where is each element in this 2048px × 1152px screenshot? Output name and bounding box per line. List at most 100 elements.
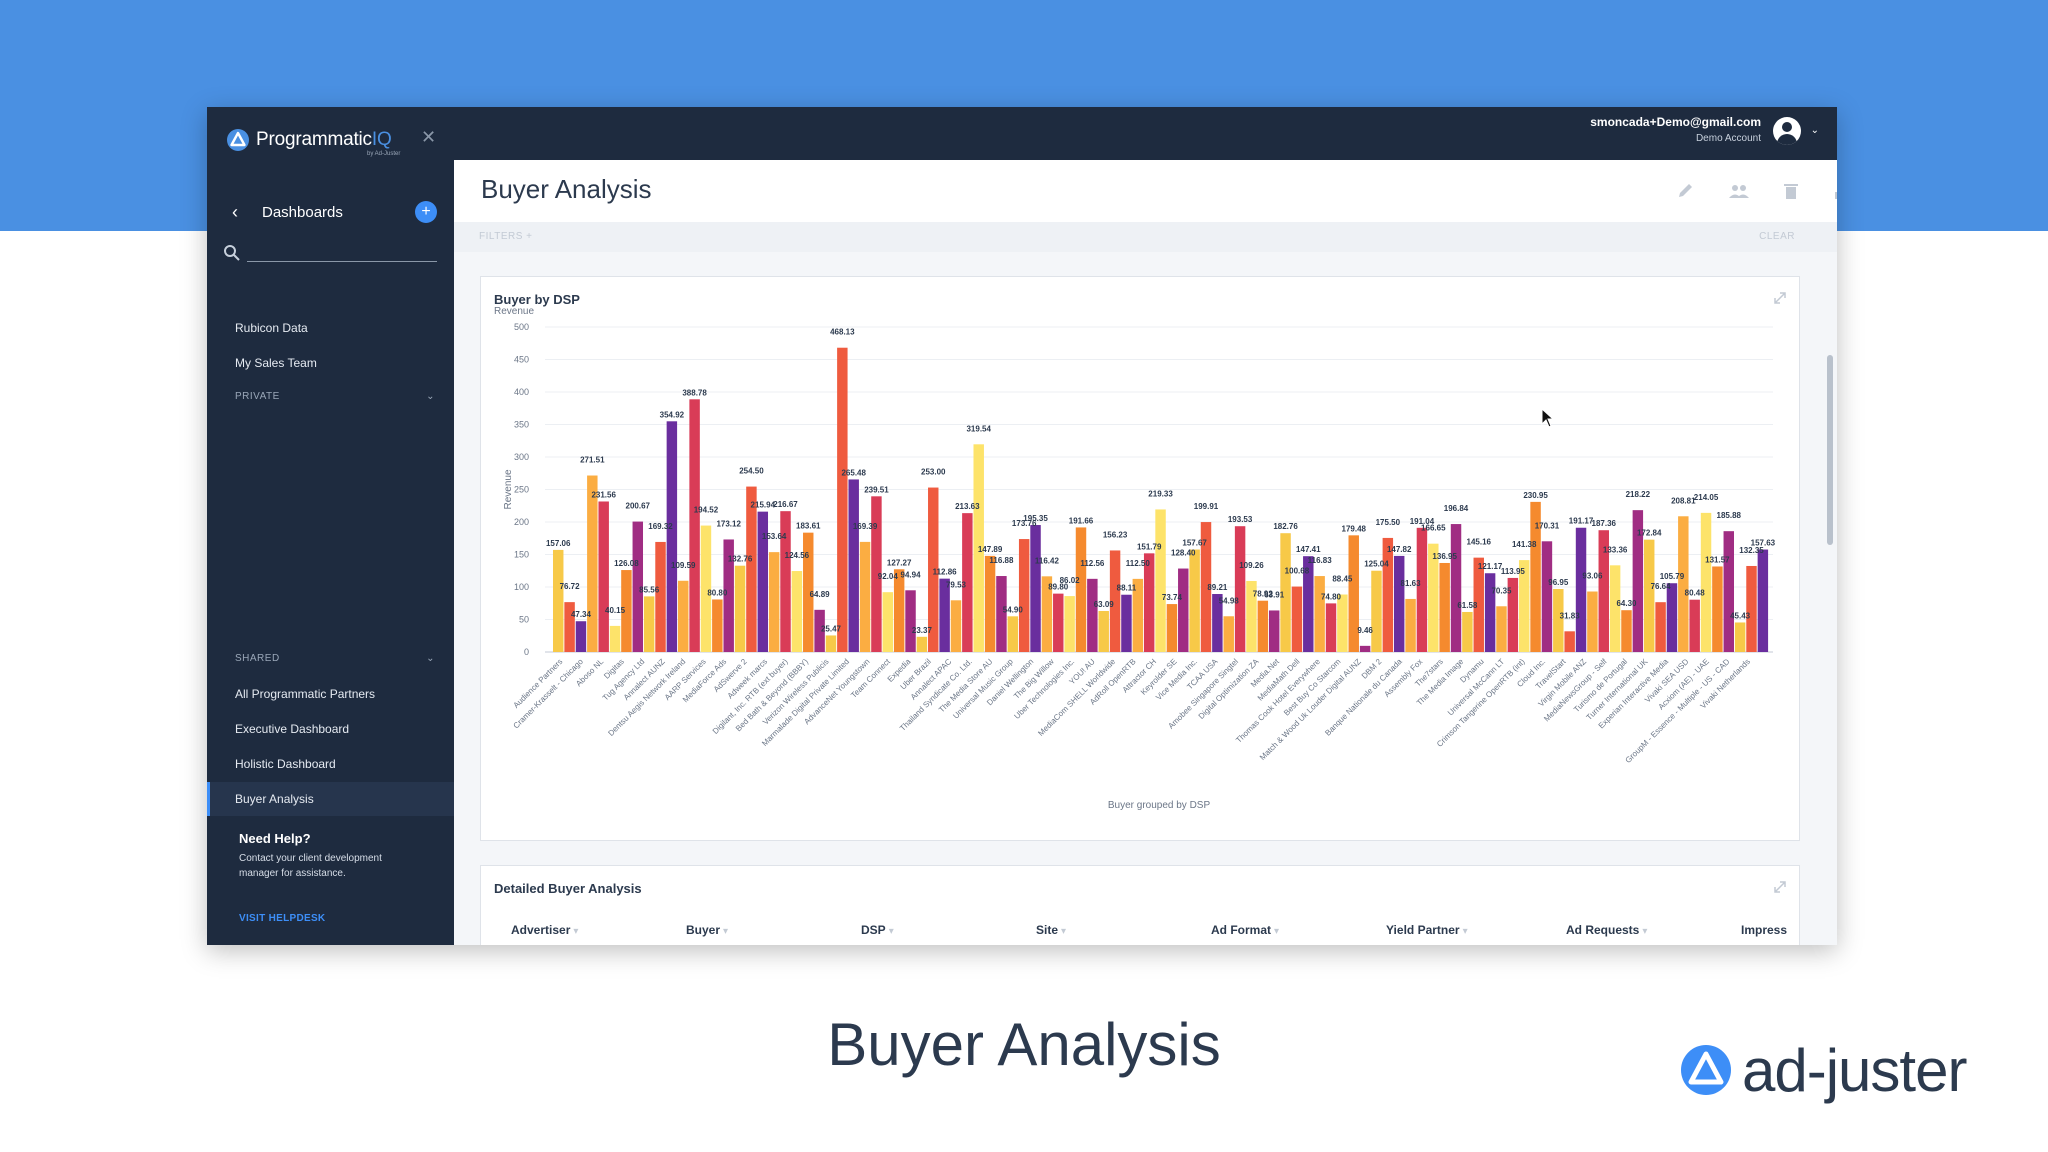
bar (1121, 594, 1132, 652)
sidebar-item-rubicon-data[interactable]: Rubicon Data (235, 321, 308, 335)
sidebar-item-all-programmatic-partners[interactable]: All Programmatic Partners (235, 687, 376, 701)
data-label: 93.06 (1582, 572, 1603, 581)
delete-trash-icon[interactable] (1777, 177, 1805, 205)
column-header-ad-requests[interactable]: Ad Requests ▾ (1566, 923, 1647, 937)
mouse-cursor-icon (1541, 408, 1555, 428)
sort-icon[interactable]: ▾ (1462, 926, 1468, 937)
bar (1609, 565, 1621, 652)
bar (587, 475, 598, 652)
chevron-down-icon[interactable]: ⌄ (1810, 125, 1819, 136)
visit-helpdesk-link[interactable]: VISIT HELPDESK (239, 913, 326, 924)
sort-icon[interactable]: ▾ (888, 926, 894, 937)
data-label: 265.48 (841, 468, 866, 477)
data-label: 208.81 (1671, 496, 1696, 505)
sidebar-item-buyer-analysis[interactable]: Buyer Analysis (207, 782, 454, 816)
filters-button[interactable]: FILTERS + (479, 231, 533, 242)
bar (1087, 578, 1098, 652)
bar (643, 596, 655, 652)
help-title: Need Help? (239, 831, 311, 846)
data-label: 64.30 (1616, 599, 1637, 608)
bar (1598, 530, 1609, 652)
bar (1496, 606, 1507, 652)
bar (791, 571, 803, 652)
data-label: 388.78 (682, 388, 707, 397)
data-label: 187.36 (1592, 519, 1617, 528)
sidebar-item-holistic-dashboard[interactable]: Holistic Dashboard (235, 757, 336, 771)
data-label: 216.67 (773, 500, 798, 509)
data-label: 121.17 (1478, 562, 1503, 571)
column-header-yield-partner[interactable]: Yield Partner ▾ (1386, 923, 1468, 937)
bar (882, 592, 894, 652)
sort-icon[interactable]: ▾ (723, 926, 729, 937)
private-section-header[interactable]: PRIVATE ⌄ (235, 391, 435, 402)
logo-name: Programmatic (256, 129, 372, 150)
top-bar: smoncada+Demo@gmail.com Demo Account ⌄ (454, 107, 1837, 160)
expand-icon[interactable] (1773, 880, 1787, 894)
chevron-down-icon[interactable]: ⌄ (426, 391, 435, 402)
data-label: 200.67 (626, 502, 651, 511)
sidebar-item-my-sales-team[interactable]: My Sales Team (235, 356, 317, 370)
sidebar-item-executive-dashboard[interactable]: Executive Dashboard (235, 722, 350, 736)
add-dashboard-button[interactable]: + (415, 201, 437, 223)
bar (666, 421, 678, 652)
data-label: 185.88 (1717, 511, 1742, 520)
close-sidebar-icon[interactable]: ✕ (421, 127, 437, 147)
data-label: 40.15 (605, 606, 626, 615)
data-label: 113.95 (1501, 567, 1526, 576)
bar (814, 609, 825, 652)
column-header-advertiser[interactable]: Advertiser ▾ (511, 923, 578, 937)
add-filter-icon[interactable]: + (526, 231, 533, 242)
bar (1746, 565, 1757, 652)
chevron-down-icon[interactable]: ⌄ (426, 653, 435, 664)
bar (553, 549, 564, 652)
fullscreen-icon[interactable] (1829, 177, 1837, 205)
filters-label: FILTERS (479, 231, 523, 242)
data-label: 109.26 (1239, 561, 1264, 570)
bar (905, 590, 916, 652)
column-header-ad-format[interactable]: Ad Format ▾ (1211, 923, 1279, 937)
avatar[interactable] (1773, 117, 1801, 145)
data-label: 105.79 (1660, 572, 1685, 581)
bar (1507, 577, 1519, 652)
sort-icon[interactable]: ▾ (573, 926, 579, 937)
sort-icon[interactable]: ▾ (1642, 926, 1648, 937)
bar (1575, 527, 1587, 652)
column-header-label: Impress (1741, 923, 1788, 937)
data-label: 132.76 (728, 555, 753, 564)
bar (1359, 645, 1371, 652)
sort-icon[interactable]: ▾ (1061, 926, 1067, 937)
search-input[interactable] (247, 261, 437, 262)
sort-icon[interactable]: ▾ (1274, 926, 1280, 937)
data-label: 86.02 (1060, 576, 1081, 585)
bar (1234, 526, 1246, 652)
shared-section-header[interactable]: SHARED ⌄ (235, 653, 435, 664)
bar (1325, 603, 1337, 652)
scrollbar[interactable] (1827, 355, 1833, 545)
data-label: 100.68 (1285, 567, 1310, 576)
bar (1212, 594, 1223, 652)
logo[interactable]: ProgrammaticIQ (226, 127, 392, 153)
bar (689, 399, 700, 652)
data-label: 70.35 (1491, 586, 1512, 595)
clear-filters-button[interactable]: CLEAR (1759, 231, 1795, 242)
edit-pencil-icon[interactable] (1671, 177, 1699, 205)
data-label: 169.32 (648, 522, 673, 531)
column-header-buyer[interactable]: Buyer ▾ (686, 923, 728, 937)
expand-icon[interactable] (1773, 291, 1787, 305)
data-label: 88.11 (1117, 584, 1137, 593)
column-header-impressions[interactable]: Impress (1741, 923, 1787, 937)
column-header-site[interactable]: Site ▾ (1036, 923, 1066, 937)
column-header-dsp[interactable]: DSP ▾ (861, 923, 894, 937)
bar (1303, 556, 1314, 652)
data-label: 170.31 (1535, 521, 1560, 530)
share-users-icon[interactable] (1725, 177, 1753, 205)
data-label: 132.35 (1739, 546, 1764, 555)
chevron-left-icon[interactable]: ‹ (232, 201, 238, 222)
bar (1405, 598, 1416, 652)
data-label: 141.38 (1512, 540, 1537, 549)
data-label: 231.56 (591, 490, 616, 499)
bar (712, 599, 723, 652)
bar (780, 511, 791, 652)
sidebar-search[interactable] (217, 237, 447, 265)
bar (1098, 610, 1109, 652)
